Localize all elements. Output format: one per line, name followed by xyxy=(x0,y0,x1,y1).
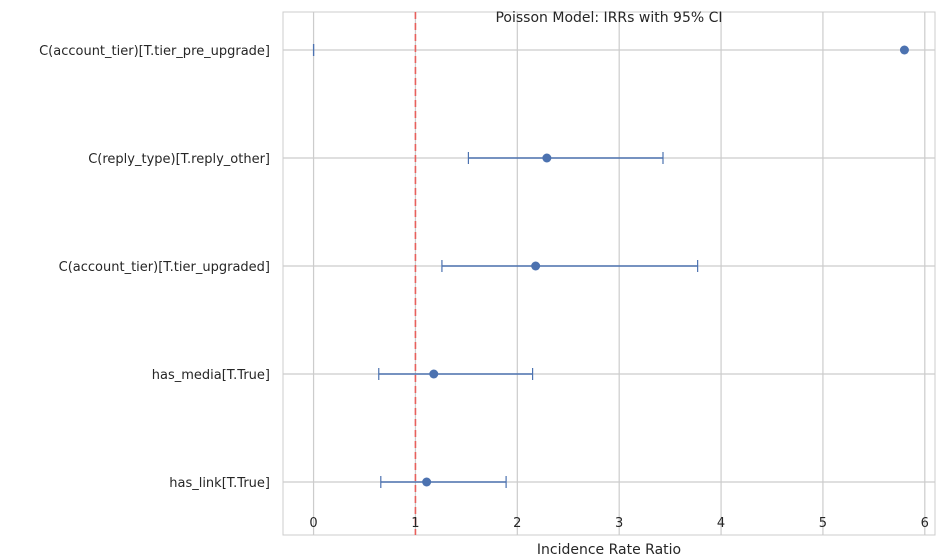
x-tick-label: 4 xyxy=(717,516,725,531)
irr-point xyxy=(899,45,909,55)
y-tick-label: C(account_tier)[T.tier_upgraded] xyxy=(59,260,270,275)
errorbar-group xyxy=(380,476,507,488)
x-tick-label: 0 xyxy=(309,516,317,531)
marks-layer xyxy=(312,44,909,488)
y-tick-label: C(reply_type)[T.reply_other] xyxy=(88,152,270,167)
x-tick-label: 2 xyxy=(513,516,521,531)
errorbar-group xyxy=(441,260,699,272)
errorbar-group xyxy=(378,368,534,380)
chart-title: Poisson Model: IRRs with 95% CI xyxy=(495,10,722,26)
irr-point xyxy=(429,369,439,379)
errorbar-group xyxy=(312,44,909,56)
plot-area xyxy=(282,11,936,536)
x-tick-label: 1 xyxy=(411,516,419,531)
x-axis-title: Incidence Rate Ratio xyxy=(537,542,681,558)
y-tick-label: C(account_tier)[T.tier_pre_upgrade] xyxy=(39,44,270,59)
irr-point xyxy=(542,153,552,163)
irr-point xyxy=(531,261,541,271)
y-tick-label: has_media[T.True] xyxy=(152,368,270,383)
irr-point xyxy=(422,477,432,487)
errorbar-group xyxy=(467,152,664,164)
grid-layer xyxy=(283,12,935,535)
y-tick-label: has_link[T.True] xyxy=(169,476,270,491)
x-tick-label: 5 xyxy=(819,516,827,531)
y-tick-labels: C(account_tier)[T.tier_pre_upgrade] C(rep… xyxy=(39,44,270,491)
x-tick-label: 6 xyxy=(921,516,929,531)
x-tick-label: 3 xyxy=(615,516,623,531)
x-tick-labels: 0 1 2 3 4 5 6 xyxy=(309,516,929,531)
